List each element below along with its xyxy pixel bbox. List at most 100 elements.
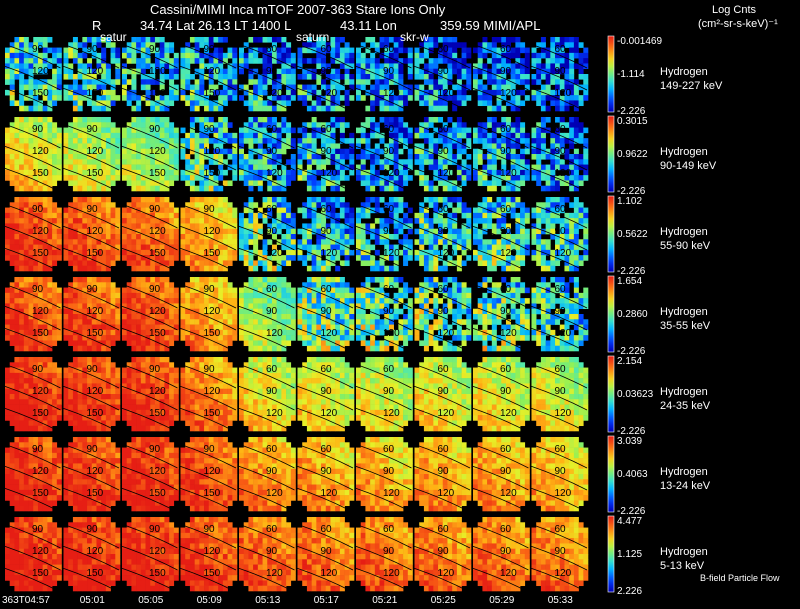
pixel [110,249,116,256]
pixel [505,100,511,107]
pixel [321,169,327,176]
pixel [573,127,579,134]
pixel [28,197,34,203]
pixel [325,63,331,70]
pixel [370,244,376,251]
pixel [407,127,413,134]
pixel [253,52,259,59]
pixel [173,138,179,144]
pixel [477,239,483,245]
pixel [110,340,116,347]
pixel [23,282,29,288]
pixel [438,68,444,75]
pixel [578,175,584,181]
pixel [222,138,228,144]
pixel [9,138,15,144]
pixel [433,89,439,96]
pixel [302,122,308,128]
pixel [243,138,249,144]
pixel [213,100,219,107]
pixel [115,138,121,144]
pixel [374,100,380,107]
pixel [306,74,312,80]
pixel [271,117,277,123]
pixel [262,58,268,64]
pixel [180,138,186,144]
pixel [403,169,409,176]
pixel [267,164,273,171]
pixel [136,159,142,165]
pixel [180,89,186,96]
pixel [68,74,74,80]
pixel [559,63,565,70]
pixel [199,197,205,203]
pixel [267,100,273,107]
pixel [286,159,292,165]
pixel [271,105,277,112]
pixel [531,207,537,214]
pixel [257,212,263,219]
contour-label: 90 [32,284,44,295]
pixel [473,175,479,181]
pixel [23,148,29,155]
pixel [115,287,121,294]
pixel [185,68,191,75]
pixel [218,132,224,139]
pixel [520,154,526,160]
pixel [77,169,83,176]
pixel [145,143,151,150]
pixel [316,218,322,224]
pixel [365,122,371,128]
pixel [194,138,200,144]
pixel [101,212,107,219]
pixel [227,319,233,325]
pixel [545,63,551,70]
pixel [52,68,58,75]
pixel [204,47,210,54]
pixel [140,180,146,187]
pixel [208,138,214,144]
pixel [452,234,458,240]
pixel [131,185,137,192]
pixel [47,138,53,144]
pixel [72,127,78,134]
pixel [77,89,83,96]
pixel [63,308,69,315]
pixel [306,197,312,203]
pixel [482,68,488,75]
pixel [52,249,58,256]
pixel [360,169,366,176]
pixel [33,169,39,176]
pixel [540,63,546,70]
pixel [131,95,137,101]
pixel [96,63,102,70]
pixel [428,148,434,155]
pixel [290,228,296,235]
pixel [5,164,11,171]
pixel [290,287,296,294]
pixel [482,138,488,144]
pixel [281,223,287,230]
pixel [115,249,121,256]
pixel [115,143,121,150]
pixel [164,127,170,134]
pixel [487,223,493,230]
pixel [77,202,83,208]
pixel [316,197,322,203]
pixel [360,138,366,144]
pixel [365,148,371,155]
pixel [68,218,74,224]
pixel [370,117,376,123]
pixel [339,159,345,165]
pixel [68,175,74,181]
pixel [150,63,156,70]
pixel [63,148,69,155]
pixel [28,132,34,139]
pixel [414,154,420,160]
pixel [150,79,156,85]
pixel [136,255,142,261]
pixel [164,207,170,214]
pixel [438,239,444,245]
pixel [487,185,493,192]
pixel [52,89,58,96]
